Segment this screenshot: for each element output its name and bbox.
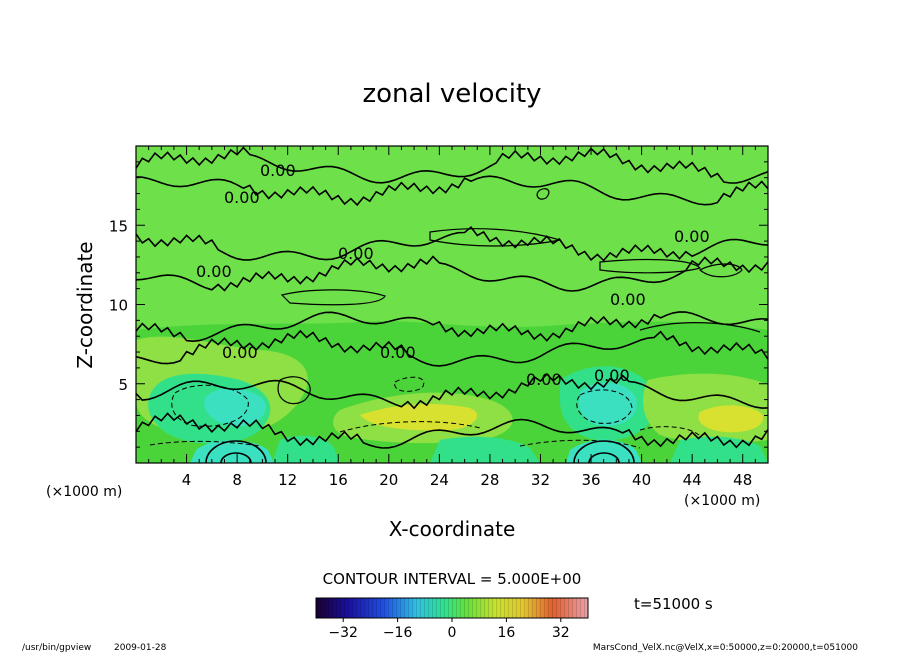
zero-contour-line (136, 311, 768, 343)
contour-label: 0.00 (674, 227, 710, 246)
zero-contour-line (136, 412, 768, 449)
colorbar-ticks: −32 −16 0 16 32 (328, 618, 570, 641)
fill-region (136, 146, 768, 330)
contour-label: 0.00 (196, 262, 232, 281)
contour-label: 0.00 (526, 370, 562, 389)
contour-labels: 0.00 0.00 0.00 0.00 0.00 0.00 0.00 0.00 … (196, 161, 710, 389)
bottom-contour-inner (588, 452, 620, 463)
contour-interval: CONTOUR INTERVAL = 5.000E+00 (323, 570, 582, 588)
y-tick-label: 15 (109, 217, 128, 235)
fill-region (360, 404, 478, 431)
contour-label: 0.00 (380, 343, 416, 362)
colorbar-tick-label: −32 (328, 625, 358, 641)
x-tick-label: 48 (733, 471, 752, 489)
x-tick-label: 20 (379, 471, 398, 489)
footer-date: 2009-01-28 (114, 643, 167, 653)
bottom-contour (205, 440, 267, 463)
zero-contour-line (136, 329, 768, 367)
x-unit-right: (×1000 m) (684, 493, 760, 509)
negative-contour (639, 426, 701, 437)
x-tick-label: 12 (278, 471, 297, 489)
contour-label: 0.00 (260, 161, 296, 180)
x-tick-label: 24 (430, 471, 449, 489)
x-tick-label: 4 (182, 471, 192, 489)
zero-contour-line (136, 175, 768, 207)
x-tick-label: 36 (581, 471, 600, 489)
contour-label: 0.00 (224, 188, 260, 207)
contour-loop (698, 263, 743, 278)
contour-loop (536, 188, 550, 200)
fill-region (272, 435, 340, 463)
fill-region (204, 388, 266, 427)
colorbar-tick-label: 16 (497, 625, 515, 641)
contour-loop (639, 322, 761, 333)
footer-program: /usr/bin/gpview (22, 643, 91, 653)
colorbar-tick-label: 32 (552, 625, 570, 641)
fill-region (670, 436, 768, 463)
contour-loop (277, 376, 311, 405)
x-tick-label: 8 (232, 471, 242, 489)
y-tick-label: 10 (109, 297, 128, 315)
fill-region (190, 440, 274, 463)
negative-contour (519, 439, 641, 449)
colorbar-tick-label: −16 (383, 625, 413, 641)
x-tick-label: 44 (683, 471, 702, 489)
colorbar-hatch (316, 598, 588, 618)
x-tick-label: 40 (632, 471, 651, 489)
y-axis-ticks: 5 10 15 (109, 145, 768, 464)
zero-contour-line (136, 372, 768, 410)
contour-loop (599, 258, 702, 274)
bottom-contour (573, 440, 635, 463)
x-tick-label: 32 (531, 471, 550, 489)
y-tick-label: 5 (118, 376, 128, 394)
chart-title: zonal velocity (362, 79, 541, 109)
colorbar: −32 −16 0 16 32 (315, 597, 589, 641)
x-axis-ticks: 4 8 12 16 20 24 28 32 36 40 44 48 (135, 146, 769, 489)
contour-loop (429, 228, 561, 247)
x-tick-label: 28 (480, 471, 499, 489)
contour-label: 0.00 (610, 290, 646, 309)
fill-region (578, 382, 637, 426)
negative-contour (576, 389, 633, 424)
x-axis-label: X-coordinate (389, 517, 516, 541)
fill-region (698, 405, 764, 433)
y-axis-label: Z-coordinate (73, 241, 97, 368)
contour-label: 0.00 (222, 343, 258, 362)
contour-label: 0.00 (594, 366, 630, 385)
time-label: t=51000 s (634, 595, 713, 613)
footer-source: MarsCond_VelX.nc@VelX,x=0:50000,z=0:2000… (593, 643, 858, 653)
x-unit-left: (×1000 m) (46, 484, 122, 500)
x-tick-label: 16 (329, 471, 348, 489)
contour-lines (136, 146, 768, 463)
zero-contour-line (136, 225, 768, 262)
contour-label: 0.00 (338, 244, 374, 263)
fill-region (430, 436, 540, 463)
negative-contour (149, 440, 261, 447)
zero-contour-line (136, 146, 768, 184)
colorbar-tick-label: 0 (448, 625, 457, 641)
zero-contour-line (136, 255, 768, 292)
contour-loop (280, 289, 386, 306)
negative-contour (171, 384, 249, 427)
plot-area (136, 146, 768, 463)
